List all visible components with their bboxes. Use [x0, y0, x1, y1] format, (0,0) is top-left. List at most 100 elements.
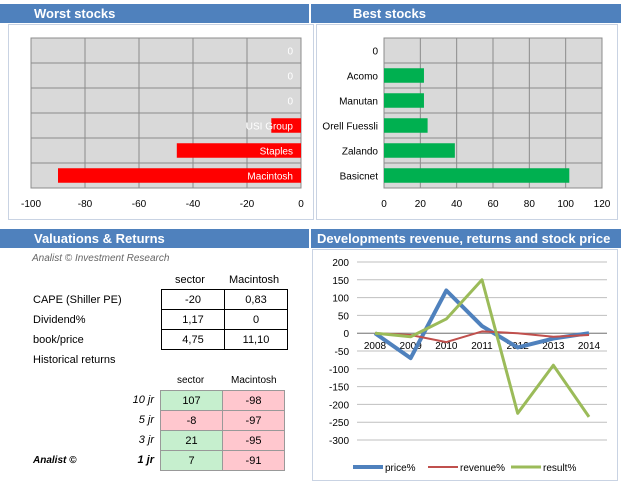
x-tick-label: 0 [298, 199, 304, 210]
x-tick-label: 120 [594, 199, 611, 210]
hist-3jr-sector-cell: 21 [160, 430, 223, 451]
x-tick-label: 2008 [364, 341, 387, 352]
x-tick-label: 20 [415, 199, 427, 210]
book-price-sector-cell: 4,75 [161, 329, 225, 350]
table-row: -20 0,83 [161, 289, 288, 310]
x-tick-label: 2013 [542, 341, 565, 352]
valuations-title: Valuations & Returns [34, 231, 165, 246]
bar-label: USI Group [246, 122, 294, 133]
bar [384, 143, 455, 158]
hist-5jr-company-cell: -97 [222, 410, 285, 431]
category-label: Basicnet [340, 172, 379, 183]
category-label: 0 [372, 47, 378, 58]
y-tick-label: -200 [329, 400, 349, 411]
bar [384, 168, 570, 183]
worst-stocks-chart: -100 -80 -60 -40 -20 0 0 0 0 USI Group Staples Maci… [21, 37, 304, 210]
developments-title: Developments revenue, returns and stock … [317, 231, 611, 246]
valuation-label-book-price: book/price [33, 334, 84, 346]
x-tick-label: -20 [240, 199, 255, 210]
hist-period-5jr: 5 jr [138, 414, 154, 426]
best-stocks-panel: 0 20 40 60 80 100 120 0 Acomo Manutan Orell Fuessl… [316, 24, 618, 220]
x-tick-label: 100 [557, 199, 574, 210]
table-row: 4,75 11,10 [161, 329, 288, 350]
hist-3jr-company-cell: -95 [222, 430, 285, 451]
series-line-revenue [374, 330, 590, 344]
x-tick-label: -60 [132, 199, 147, 210]
y-tick-label: 50 [338, 311, 350, 322]
bar [384, 93, 424, 108]
bar [58, 168, 301, 183]
hist-1jr-company-cell: -91 [222, 450, 285, 471]
book-price-company-cell: 11,10 [224, 329, 288, 350]
historical-returns-table: 107 -98 -8 -97 21 -95 7 -91 [160, 390, 285, 471]
x-tick-label: 80 [524, 199, 536, 210]
hist-header-company: Macintosh [231, 375, 277, 386]
valuations-header: Valuations & Returns [0, 229, 309, 248]
y-tick-label: -150 [329, 383, 349, 394]
category-label: Manutan [339, 97, 378, 108]
developments-panel: 200 150 100 50 0 -50 -100 -150 -200 -250 -300 2008 2… [312, 249, 618, 481]
dividend-company-cell: 0 [224, 309, 288, 330]
x-tick-label: 60 [487, 199, 499, 210]
y-tick-label: -250 [329, 418, 349, 429]
hist-period-3jr: 3 jr [138, 434, 154, 446]
legend-label: revenue% [460, 463, 505, 474]
hist-header-sector: sector [177, 375, 205, 386]
worst-stocks-header: Worst stocks [0, 4, 309, 23]
x-tick-label: -100 [21, 199, 41, 210]
hist-10jr-company-cell: -98 [222, 390, 285, 411]
bar-label: Staples [260, 147, 293, 158]
x-tick-label: 2011 [471, 341, 493, 352]
hist-1jr-sector-cell: 7 [160, 450, 223, 471]
x-tick-label: 2010 [435, 341, 458, 352]
worst-stocks-title: Worst stocks [34, 6, 116, 21]
developments-header: Developments revenue, returns and stock … [311, 229, 621, 248]
table-row: 1,17 0 [161, 309, 288, 330]
cape-sector-cell: -20 [161, 289, 225, 310]
table-row: 7 -91 [160, 450, 285, 471]
y-tick-label: 0 [343, 329, 349, 340]
best-stocks-title: Best stocks [353, 6, 426, 21]
table-row: 21 -95 [160, 430, 285, 451]
best-stocks-chart: 0 20 40 60 80 100 120 0 Acomo Manutan Orell Fuessl… [322, 37, 611, 210]
valuation-label-cape: CAPE (Shiller PE) [33, 294, 122, 306]
hist-period-10jr: 10 jr [132, 394, 154, 406]
cape-company-cell: 0,83 [224, 289, 288, 310]
y-tick-label: 150 [332, 276, 349, 287]
bar [384, 118, 428, 133]
developments-chart: 200 150 100 50 0 -50 -100 -150 -200 -250 -300 2008 2… [329, 258, 607, 474]
x-tick-label: 2009 [400, 341, 423, 352]
x-tick-label: 0 [381, 199, 387, 210]
valuation-label-dividend: Dividend% [33, 314, 86, 326]
worst-stocks-panel: -100 -80 -60 -40 -20 0 0 0 0 USI Group Staples Maci… [8, 24, 314, 220]
bar-label: 0 [287, 72, 293, 83]
series-line-price [373, 288, 590, 361]
x-tick-label: 2014 [578, 341, 601, 352]
legend-label: result% [543, 463, 576, 474]
hist-10jr-sector-cell: 107 [160, 390, 223, 411]
valuation-table: -20 0,83 1,17 0 4,75 11,10 [161, 289, 288, 350]
bar [176, 143, 301, 158]
category-label: Acomo [347, 72, 379, 83]
bar-label: 0 [287, 47, 293, 58]
y-tick-label: -300 [329, 436, 349, 447]
analist-footer-brand: Analist © [33, 455, 77, 466]
category-label: Orell Fuessli [322, 122, 378, 133]
bar [384, 68, 424, 83]
y-tick-label: -100 [329, 365, 349, 376]
valuation-header-sector: sector [175, 274, 205, 286]
category-label: Zalando [342, 147, 379, 158]
historical-returns-title: Historical returns [33, 354, 116, 366]
x-tick-label: -40 [186, 199, 201, 210]
series-line-result [374, 278, 591, 418]
legend-label: price% [385, 463, 416, 474]
bar-label: Macintosh [247, 172, 293, 183]
hist-5jr-sector-cell: -8 [160, 410, 223, 431]
table-row: -8 -97 [160, 410, 285, 431]
bar-label: 0 [287, 97, 293, 108]
hist-period-1jr: 1 jr [137, 454, 154, 466]
valuation-header-company: Macintosh [229, 274, 280, 286]
x-tick-label: 40 [451, 199, 463, 210]
x-tick-label: -80 [78, 199, 93, 210]
dividend-sector-cell: 1,17 [161, 309, 225, 330]
